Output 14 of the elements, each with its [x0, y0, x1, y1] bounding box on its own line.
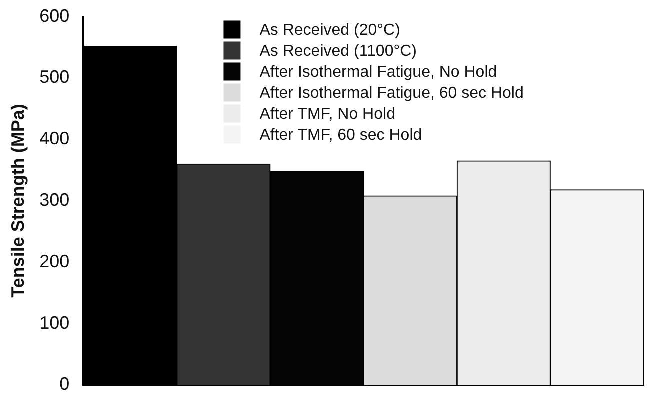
legend-label: After TMF, No Hold — [260, 106, 396, 124]
y-tick-label: 400 — [40, 128, 70, 149]
y-tick-label: 500 — [40, 67, 70, 88]
y-tick-label: 100 — [40, 312, 70, 333]
legend-label: After Isothermal Fatigue, No Hold — [260, 64, 498, 82]
y-tick-label: 300 — [40, 190, 70, 210]
y-tick-label: 200 — [40, 251, 70, 272]
legend-label: After Isothermal Fatigue, 60 sec Hold — [260, 85, 524, 102]
legend-label: As Received (20°C) — [260, 22, 400, 40]
y-tick-label: 600 — [40, 6, 70, 26]
legend-label: After TMF, 60 sec Hold — [260, 127, 422, 144]
legend-label: As Received (1100°C) — [260, 43, 418, 60]
y-tick-label: 0 — [60, 374, 70, 394]
y-axis-title: Tensile Strength (MPa) — [8, 104, 28, 298]
